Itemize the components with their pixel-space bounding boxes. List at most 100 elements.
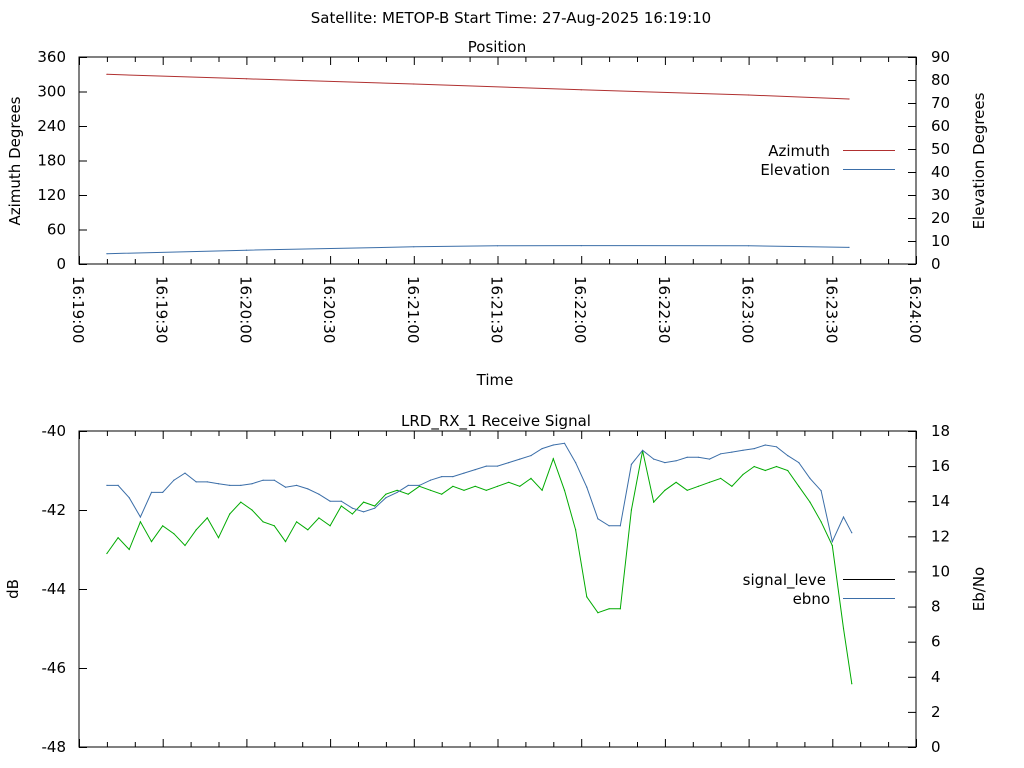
position-ylabel: Azimuth Degrees: [6, 96, 24, 225]
data-point: [307, 488, 309, 490]
y-tick-label: 360: [37, 48, 66, 66]
data-point: [580, 89, 582, 91]
y-tick-label: 0: [56, 255, 66, 273]
figure-title: Satellite: METOP-B Start Time: 27-Aug-20…: [311, 9, 711, 27]
data-point: [441, 493, 443, 495]
data-point: [731, 451, 733, 453]
data-point: [307, 529, 309, 531]
data-point: [273, 525, 275, 527]
data-point: [139, 516, 141, 518]
y-tick-label: 60: [47, 221, 66, 239]
y2-tick-label: 40: [931, 163, 950, 181]
data-point: [229, 484, 231, 486]
data-point: [798, 485, 800, 487]
y2-tick-label: 16: [931, 457, 950, 475]
data-point: [106, 552, 108, 555]
y-tick-label: -44: [42, 580, 67, 598]
signal-series: [106, 442, 853, 685]
data-point: [429, 479, 432, 481]
data-point: [496, 485, 499, 487]
data-point: [563, 489, 566, 491]
data-point: [128, 497, 130, 499]
data-point: [748, 94, 750, 96]
data-point: [630, 463, 633, 465]
position-legend: Azimuth Elevation: [760, 142, 895, 179]
data-point: [831, 544, 833, 547]
data-point: [764, 444, 766, 446]
data-point: [340, 505, 342, 507]
data-point: [496, 245, 499, 247]
data-point: [552, 458, 554, 460]
data-point: [463, 489, 465, 491]
data-point: [441, 476, 443, 478]
data-point: [708, 458, 711, 460]
data-point: [363, 511, 365, 513]
data-point: [848, 246, 850, 248]
data-point: [642, 449, 644, 451]
x-tick-label: 16:20:30: [320, 276, 338, 343]
signal-ticks: -48 -46 -44 -42 -40 0 2 4 6 8 10 12 14 16 18: [42, 422, 951, 756]
y2-tick-label: 0: [931, 255, 941, 273]
data-point: [329, 500, 331, 502]
data-point: [753, 448, 755, 450]
data-point: [775, 465, 778, 468]
data-point: [296, 521, 298, 523]
data-point: [251, 483, 253, 485]
data-point: [128, 548, 130, 551]
data-point: [418, 484, 420, 486]
x-tick-label: 16:22:00: [571, 276, 589, 343]
data-point: [519, 458, 521, 460]
data-point: [407, 493, 409, 495]
y-tick-label: 120: [37, 186, 66, 204]
data-point: [374, 505, 376, 507]
y2-tick-label: 4: [931, 668, 941, 686]
y2-tick-label: 0: [931, 738, 941, 756]
data-point: [413, 246, 415, 248]
data-point: [106, 484, 108, 486]
y2-tick-label: 6: [931, 633, 941, 651]
data-point: [195, 481, 197, 483]
legend-label-ebno: ebno: [793, 590, 830, 608]
signal-chart-title: LRD_RX_1 Receive Signal: [401, 412, 591, 431]
data-point: [296, 484, 298, 486]
legend-label-elevation: Elevation: [760, 161, 830, 179]
data-point: [575, 462, 577, 464]
data-point: [608, 608, 610, 610]
data-point: [708, 481, 711, 483]
data-point: [608, 525, 610, 527]
x-tick-label: 16:21:00: [404, 276, 422, 343]
data-point: [139, 521, 141, 523]
data-point: [597, 518, 599, 520]
data-point: [775, 446, 778, 448]
data-point: [748, 245, 750, 247]
data-point: [586, 596, 588, 598]
data-point: [329, 525, 331, 527]
data-point: [396, 489, 398, 491]
data-point: [452, 485, 454, 487]
data-point: [809, 501, 811, 503]
data-point: [385, 493, 387, 495]
data-point: [184, 544, 186, 547]
y-tick-label: -42: [42, 501, 67, 519]
data-point: [418, 485, 420, 487]
y2-tick-label: 18: [931, 422, 950, 440]
data-point: [597, 612, 599, 614]
data-point: [474, 485, 476, 487]
data-point: [273, 479, 275, 481]
data-point: [106, 73, 108, 75]
data-point: [831, 541, 833, 543]
x-tick-label: 16:19:30: [153, 276, 171, 343]
y2-tick-label: 8: [931, 598, 941, 616]
data-point: [284, 486, 287, 488]
data-point: [206, 481, 208, 483]
data-point: [351, 513, 353, 515]
data-point: [340, 500, 342, 502]
data-point: [485, 489, 487, 491]
data-point: [720, 453, 722, 455]
data-point: [686, 489, 688, 491]
data-point: [318, 493, 320, 495]
data-point: [787, 469, 789, 472]
data-point: [463, 472, 465, 474]
data-point: [575, 529, 577, 531]
